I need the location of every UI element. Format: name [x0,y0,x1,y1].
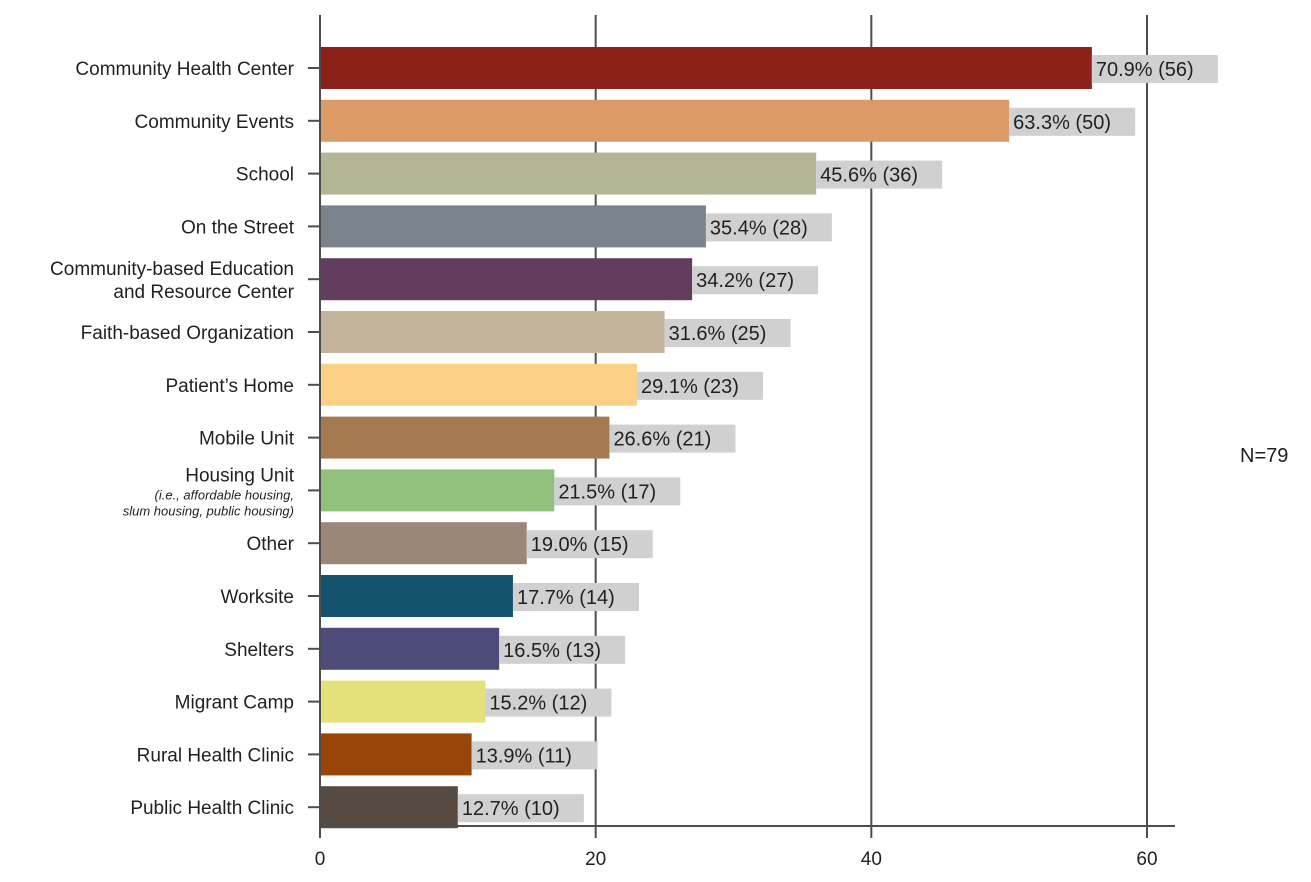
data-label-background [457,794,584,823]
data-label: 29.1% (23) [641,376,739,398]
data-label-background [526,530,653,559]
bars [321,47,1218,829]
data-label-background [1091,55,1218,83]
data-label-background [554,477,681,506]
category-label: Patient’s Home [166,376,295,397]
category-label: Community Events [135,112,294,133]
bar [321,416,610,459]
data-label: 12.7% (10) [462,798,560,820]
data-label: 34.2% (27) [696,270,794,292]
data-label: 26.6% (21) [613,429,711,451]
axes: 0 20 40 60 [308,15,1175,870]
x-tick-label: 60 [1136,849,1157,870]
category-label: Mobile Unit [199,429,295,450]
data-label-background [816,160,943,189]
bar [321,786,458,829]
data-label-background [1009,107,1136,136]
data-label-background [705,213,832,242]
data-label: 13.9% (11) [476,745,572,767]
data-label-background [637,371,764,400]
data-label: 16.5% (13) [503,640,601,662]
category-sublabel: (i.e., affordable housing, [155,487,294,502]
bar [321,522,527,565]
category-label: Rural Health Clinic [137,745,294,766]
data-label: 35.4% (28) [710,217,808,239]
category-label: Other [246,534,294,555]
category-label: Migrant Camp [175,693,294,714]
bar [321,205,706,248]
category-label: Faith-based Organization [81,323,294,344]
bar [321,311,665,353]
category-label: Shelters [224,640,294,661]
data-label: 19.0% (15) [531,534,629,556]
bar [321,47,1092,89]
data-label-background [664,319,791,347]
category-label: Public Health Clinic [130,798,294,819]
bar [321,469,555,512]
bar [321,99,1010,142]
bar [321,152,817,195]
category-label: Worksite [220,587,294,608]
data-label: 70.9% (56) [1096,59,1194,81]
data-label-background [692,266,819,295]
data-label: 21.5% (17) [558,481,656,503]
data-label: 15.2% (12) [489,693,587,715]
bar [321,258,693,301]
bar [321,575,513,617]
category-label: Community-based Education [50,259,294,280]
data-label: 17.7% (14) [517,587,615,609]
category-label: School [236,165,294,186]
data-label: 31.6% (25) [669,323,767,345]
bar [321,363,638,406]
data-label: 45.6% (36) [820,165,918,187]
data-label-background [609,424,736,453]
x-tick-label: 20 [585,849,606,870]
category-label: Community Health Center [75,59,294,80]
category-label: Housing Unit [185,465,294,486]
category-label: On the Street [181,217,295,238]
x-tick-label: 0 [315,849,326,870]
sample-size-note: N=79 [1240,445,1288,467]
labels: 70.9% (56) Community Health Center 63.3% (… [50,59,1194,820]
data-label-background [485,688,612,717]
bar [321,680,486,723]
data-label: 63.3% (50) [1013,112,1111,134]
bar [321,627,500,670]
data-label-background [471,741,598,770]
data-label-background [512,583,639,611]
data-label-background [499,635,626,664]
x-tick-label: 40 [861,849,882,870]
category-label: and Resource Center [113,282,294,303]
bar [321,733,472,776]
category-sublabel: slum housing, public housing) [123,503,294,518]
